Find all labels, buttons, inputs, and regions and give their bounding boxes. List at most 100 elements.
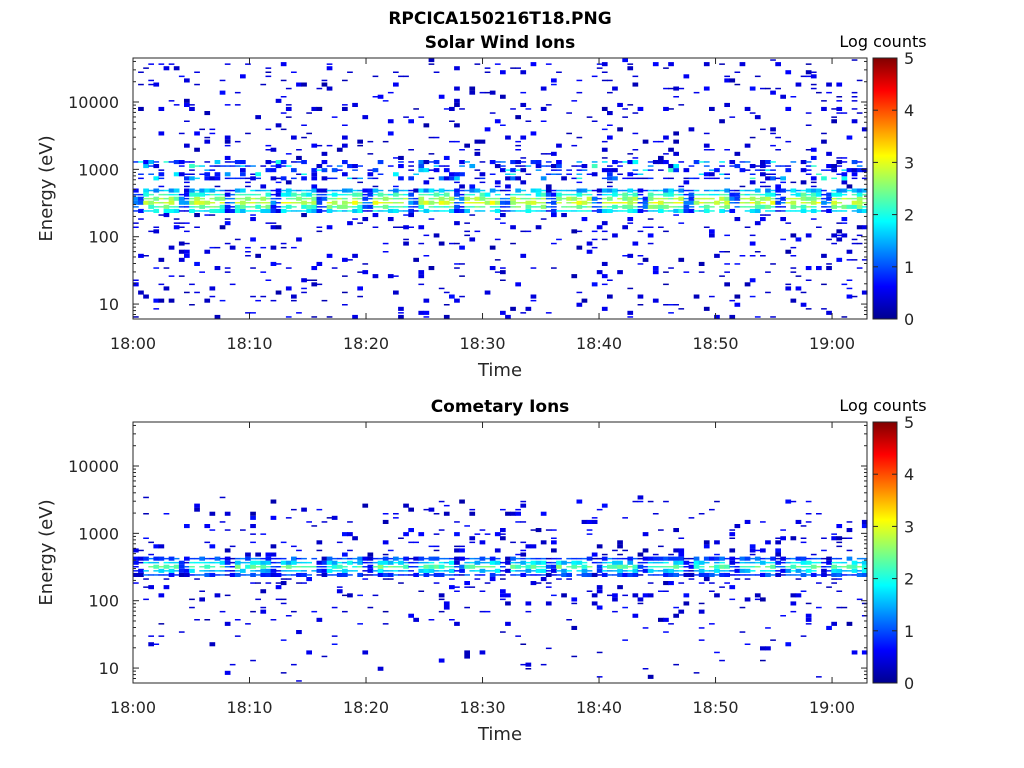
spectrogram-cell [494,259,501,261]
spectrogram-cell [734,566,741,568]
spectrogram-cell [739,561,746,564]
spectrogram-cell [520,168,527,173]
spectrogram-cell [505,621,511,626]
spectrogram-cell [280,578,287,580]
spectrogram-cell [668,197,674,200]
spectrogram-cell [688,561,695,564]
spectrogram-cell [301,287,307,290]
spectrogram-cell [724,193,730,196]
spectrogram-cell [240,197,246,200]
spectrogram-cell [596,574,603,576]
spectrogram-cell [601,188,608,193]
spectrogram-cell [586,533,593,535]
spectrogram-cell [632,557,639,560]
x-axis: 18:00 18:10 18:20 18:30 18:40 18:50 19:00 [110,422,855,717]
spectrogram-cell [224,172,231,177]
spectrogram-cell [204,572,211,577]
spectrogram-cell [143,556,149,561]
spectrogram-cell [423,557,430,560]
spectrogram-cell [357,192,363,197]
spectrogram-cell [586,249,593,254]
spectrogram-cell [133,188,139,193]
spectrogram-cell [556,574,562,576]
spectrogram-cell [744,189,751,192]
spectrogram-cell [234,570,241,572]
spectrogram-cell [479,172,486,177]
spectrogram-cell [143,255,149,257]
spectrogram-cell [352,561,358,564]
spectrogram-cell [500,165,506,167]
spectrogram-cell [285,197,292,200]
spectrogram-cell [280,62,287,67]
spectrogram-cell [214,185,221,188]
spectrogram-cell [673,572,679,577]
spectrogram-cell [683,208,690,213]
spectrogram-cell [413,173,419,175]
spectrogram-cell [581,164,588,169]
spectrogram-cell [245,202,251,204]
spectrogram-cell [505,193,511,196]
spectrogram-cell [729,208,736,213]
spectrogram-cell [749,86,756,91]
spectrogram-cell [352,192,358,197]
spectrogram-cell [270,225,277,230]
spectrogram-cell [591,519,598,524]
spectrogram-cell [571,210,578,212]
spectrogram-cell [719,161,725,163]
spectrogram-cell [591,230,598,233]
spectrogram-cell [408,574,414,576]
spectrogram-cell [836,82,843,87]
spectrogram-cell [515,140,521,143]
spectrogram-cell [846,249,853,254]
spectrogram-cell [326,66,333,71]
spectrogram-cell [535,225,542,230]
spectrogram-cell [428,58,435,63]
spectrogram-cell [642,204,649,209]
spectrogram-cell [362,204,369,209]
spectrogram-cell [387,91,394,94]
spectrogram-cell [535,560,542,565]
spectrogram-cell [663,590,669,592]
spectrogram-cell [265,168,272,173]
spectrogram-cell [596,67,603,69]
spectrogram-cell [770,200,776,205]
spectrogram-cell [754,197,761,200]
spectrogram-cell [520,161,527,163]
spectrogram-cell [403,210,409,212]
colorbar-gradient [872,57,898,320]
spectrogram-cell [148,553,154,556]
spectrogram-cell [754,188,761,193]
spectrogram-cell [184,78,190,83]
x-tick-label: 18:30 [459,334,505,353]
spectrogram-cell [301,278,307,283]
spectrogram-cell [515,282,521,287]
spectrogram-cell [234,165,241,167]
spectrogram-cell [780,615,786,617]
spectrogram-cell [520,663,527,666]
spectrogram-cell [601,157,608,159]
spectrogram-cell [413,561,419,564]
spectrogram-cell [377,192,384,197]
spectrogram-cell [291,570,297,572]
spectrogram-cell [438,557,445,560]
spectrogram-cell [443,168,450,173]
spectrogram-cell [831,189,837,192]
spectrogram-cell [632,82,639,87]
spectrogram-cell [229,197,236,200]
spectrogram-cell [382,566,389,568]
spectrogram-cell [336,210,343,212]
spectrogram-cell [775,560,781,565]
spectrogram-cell [800,192,807,197]
spectrogram-cell [413,108,419,110]
spectrogram-cell [178,275,185,277]
spectrogram-cell [678,222,685,224]
spectrogram-cell [688,192,695,197]
spectrogram-cell [398,176,404,181]
spectrogram-cell [275,123,282,128]
spectrogram-cell [326,86,333,91]
spectrogram-cell [607,294,613,299]
spectrogram-cell [260,572,267,577]
spectrogram-cell [331,267,338,269]
spectrogram-cell [856,112,863,114]
spectrogram-cell [418,116,425,118]
